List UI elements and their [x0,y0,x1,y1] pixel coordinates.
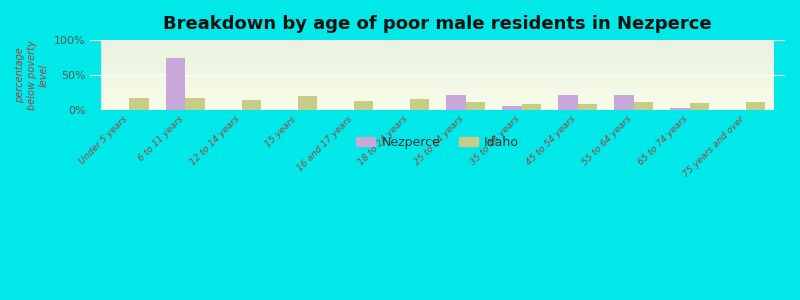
Bar [522,104,542,110]
Y-axis label: percentage
below poverty
level: percentage below poverty level [15,40,48,110]
Bar [410,99,430,110]
Bar [354,101,373,110]
Bar [298,96,317,110]
Bar [186,98,205,110]
Bar [746,102,766,110]
Bar [558,95,578,110]
Bar [242,100,261,110]
Bar [130,98,149,110]
Bar [502,106,522,110]
Legend: Nezperce, Idaho: Nezperce, Idaho [351,131,524,154]
Bar [690,103,710,110]
Bar [578,104,598,110]
Bar [166,58,186,110]
Bar [446,94,466,110]
Bar [614,95,634,110]
Bar [466,102,486,110]
Title: Breakdown by age of poor male residents in Nezperce: Breakdown by age of poor male residents … [163,15,712,33]
Bar [670,108,690,110]
Bar [634,102,654,110]
